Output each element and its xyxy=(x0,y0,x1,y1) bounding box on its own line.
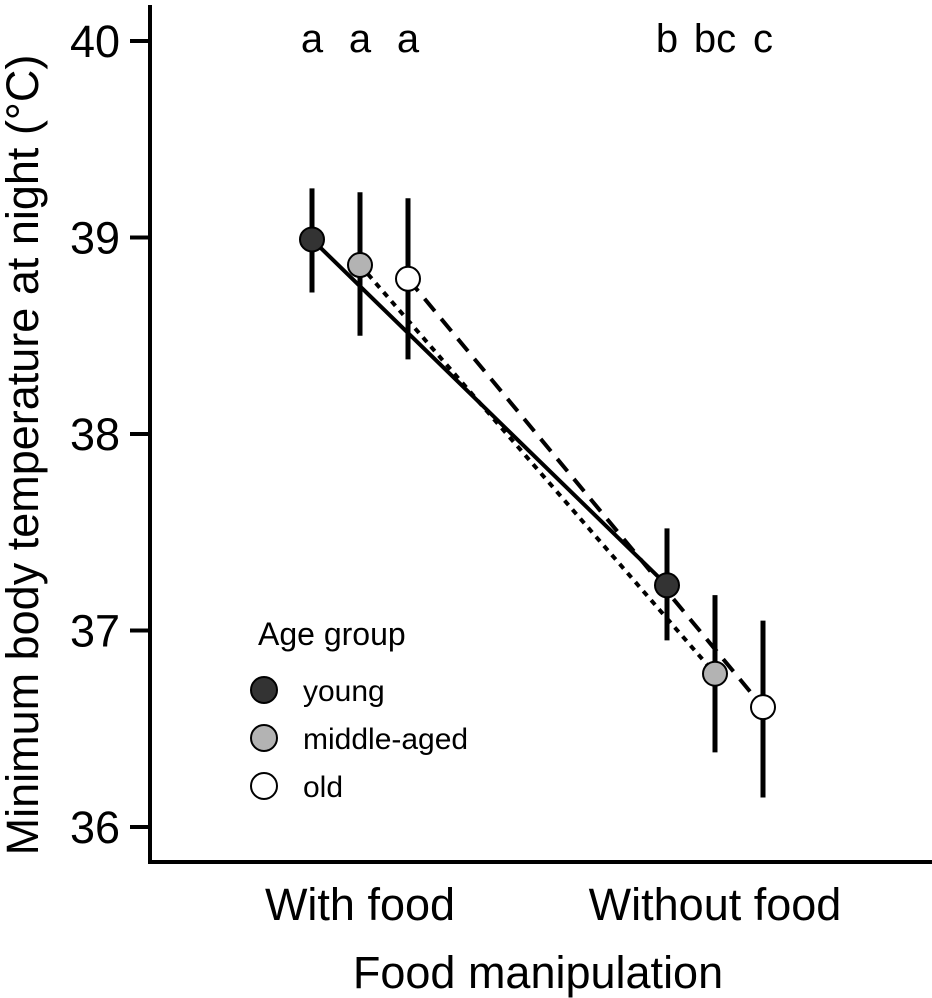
significance-letter: a xyxy=(349,17,372,61)
significance-letter: a xyxy=(301,17,324,61)
x-axis-label: Food manipulation xyxy=(353,947,723,998)
y-tick-label: 36 xyxy=(70,802,120,853)
legend-title: Age group xyxy=(258,616,406,652)
y-tick-label: 40 xyxy=(70,16,120,67)
x-tick-label: With food xyxy=(265,879,455,930)
legend-marker-middle-aged xyxy=(250,724,278,752)
legend-label: young xyxy=(303,675,385,708)
legend-label: old xyxy=(303,771,343,804)
y-tick-label: 37 xyxy=(70,606,120,657)
data-point-middle-aged xyxy=(347,252,373,279)
series-lines xyxy=(310,238,765,709)
y-tick-label: 38 xyxy=(70,409,120,460)
data-points xyxy=(299,226,776,721)
data-point-young xyxy=(299,226,325,253)
data-point-old xyxy=(395,265,421,292)
significance-letter: bc xyxy=(694,17,736,61)
data-point-old xyxy=(750,694,776,721)
significance-letter: b xyxy=(656,17,678,61)
y-tick-label: 39 xyxy=(70,213,120,264)
x-tick-label: Without food xyxy=(589,879,842,930)
series-line-middle-aged xyxy=(358,263,717,676)
legend: Age group young middle-aged old xyxy=(250,616,468,804)
y-ticks: 36 37 38 39 40 xyxy=(70,16,150,853)
legend-marker-old xyxy=(250,772,278,800)
y-axis-label: Minimum body temperature at night (°C) xyxy=(0,55,48,856)
x-ticks: With food Without food xyxy=(265,879,841,930)
significance-letter: a xyxy=(397,17,420,61)
data-point-middle-aged xyxy=(702,660,728,687)
data-point-young xyxy=(654,572,680,599)
legend-marker-young xyxy=(250,676,278,704)
significance-letter: c xyxy=(753,17,773,61)
series-line-old xyxy=(406,277,765,709)
significance-letters: a b a bc a c xyxy=(301,17,773,61)
legend-label: middle-aged xyxy=(303,723,468,756)
